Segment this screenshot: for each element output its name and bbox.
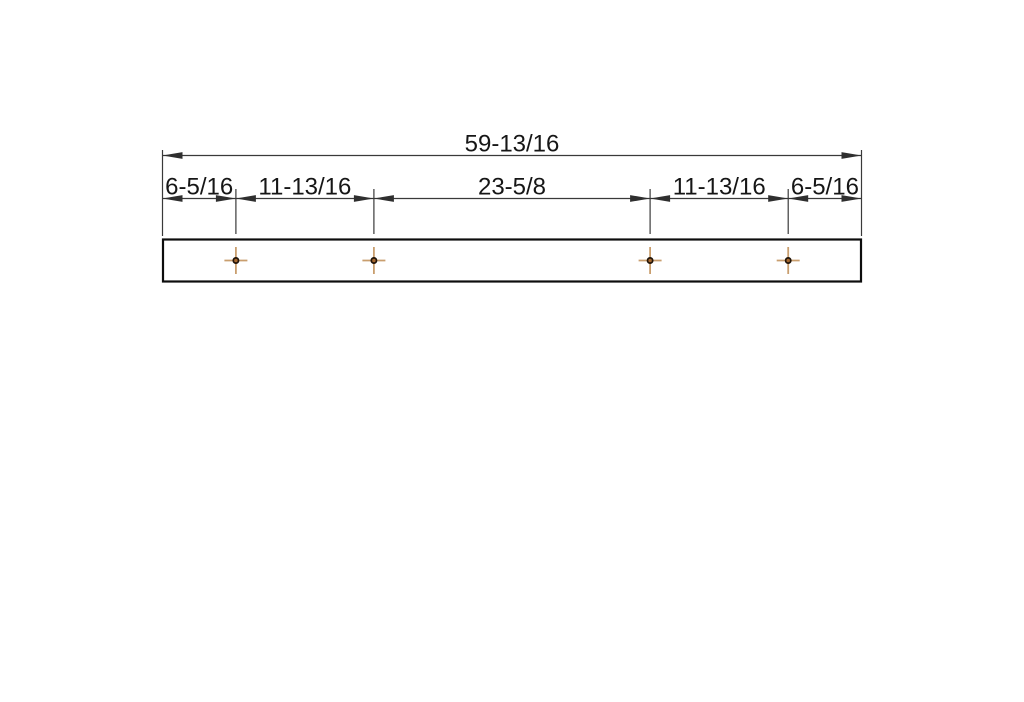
arrowhead-right-icon (215, 195, 236, 202)
hole-center-mark-4 (776, 247, 800, 274)
hole-center-dot-icon (784, 257, 792, 264)
arrowhead-right-icon (768, 195, 789, 202)
segment-dimension-label-4: 11-13/16 (673, 174, 766, 201)
segment-dimension-label-1: 6-5/16 (165, 174, 233, 201)
arrowhead-right-icon (841, 195, 862, 202)
arrowhead-right-icon (353, 195, 374, 202)
segment-dimensions: 6-5/16 11-13/16 23-5/8 11-13/16 6-5/16 (162, 174, 862, 202)
hole-center-dot-icon (646, 257, 654, 264)
hole-center-dot-icon (232, 257, 240, 264)
hole-center-mark-2 (362, 247, 386, 274)
segment-dimension-label-2: 11-13/16 (258, 174, 351, 201)
arrowhead-left-icon (235, 195, 256, 202)
segment-dimension-label-3: 23-5/8 (478, 174, 546, 201)
arrowhead-left-icon (788, 195, 809, 202)
hole-center-mark-3 (638, 247, 662, 274)
segment-dimension-label-5: 6-5/16 (791, 174, 859, 201)
arrowhead-left-icon (650, 195, 671, 202)
segment-arrowheads (162, 195, 862, 202)
arrowhead-left-icon (162, 195, 183, 202)
overall-dimension-label: 59-13/16 (465, 131, 560, 158)
hole-center-dot-icon (370, 257, 378, 264)
hole-center-marks (224, 247, 800, 274)
arrowhead-right-icon (630, 195, 651, 202)
overall-dimension: 59-13/16 (162, 131, 862, 159)
arrowhead-left-icon (162, 152, 183, 159)
hole-center-mark-1 (224, 247, 248, 274)
arrowhead-right-icon (841, 152, 862, 159)
extension-lines (161, 150, 863, 236)
arrowhead-left-icon (373, 195, 394, 202)
bar-outline (161, 238, 863, 283)
